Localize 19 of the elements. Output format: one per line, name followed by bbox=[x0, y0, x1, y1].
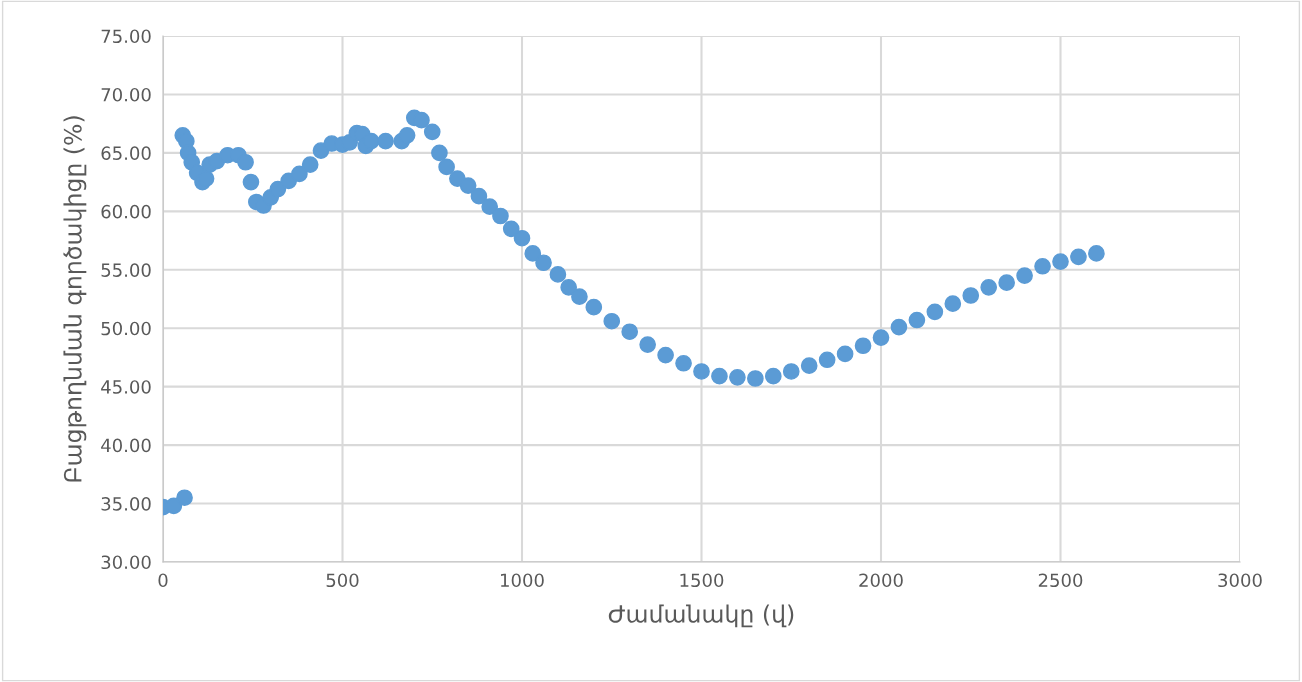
y-tick-label: 65.00 bbox=[101, 146, 151, 161]
y-tick-label: 40.00 bbox=[101, 438, 151, 453]
x-tick-label: 2500 bbox=[1038, 573, 1083, 588]
y-tick-label: 70.00 bbox=[101, 87, 151, 102]
y-tick-label: 60.00 bbox=[101, 204, 151, 219]
y-tick-label: 50.00 bbox=[101, 321, 151, 336]
y-tick-label: 55.00 bbox=[101, 263, 151, 277]
y-tick-label: 35.00 bbox=[101, 497, 151, 511]
x-tick-label: 1500 bbox=[680, 573, 724, 588]
x-tick-label: 2000 bbox=[859, 573, 903, 588]
y-axis-title: Բացթողնման գործակիցը (%) bbox=[63, 116, 87, 482]
y-tick-label: 75.00 bbox=[101, 29, 151, 44]
y-tick-label: 45.00 bbox=[101, 380, 151, 394]
y-tick-label: 30.00 bbox=[101, 555, 151, 570]
x-tick-label: 0 bbox=[158, 573, 168, 588]
x-tick-label: 1000 bbox=[501, 573, 544, 588]
x-axis-title: Ժամանակը (վ) bbox=[608, 604, 794, 628]
x-tick-label: 500 bbox=[326, 573, 359, 588]
x-tick-label: 3000 bbox=[1218, 573, 1262, 588]
